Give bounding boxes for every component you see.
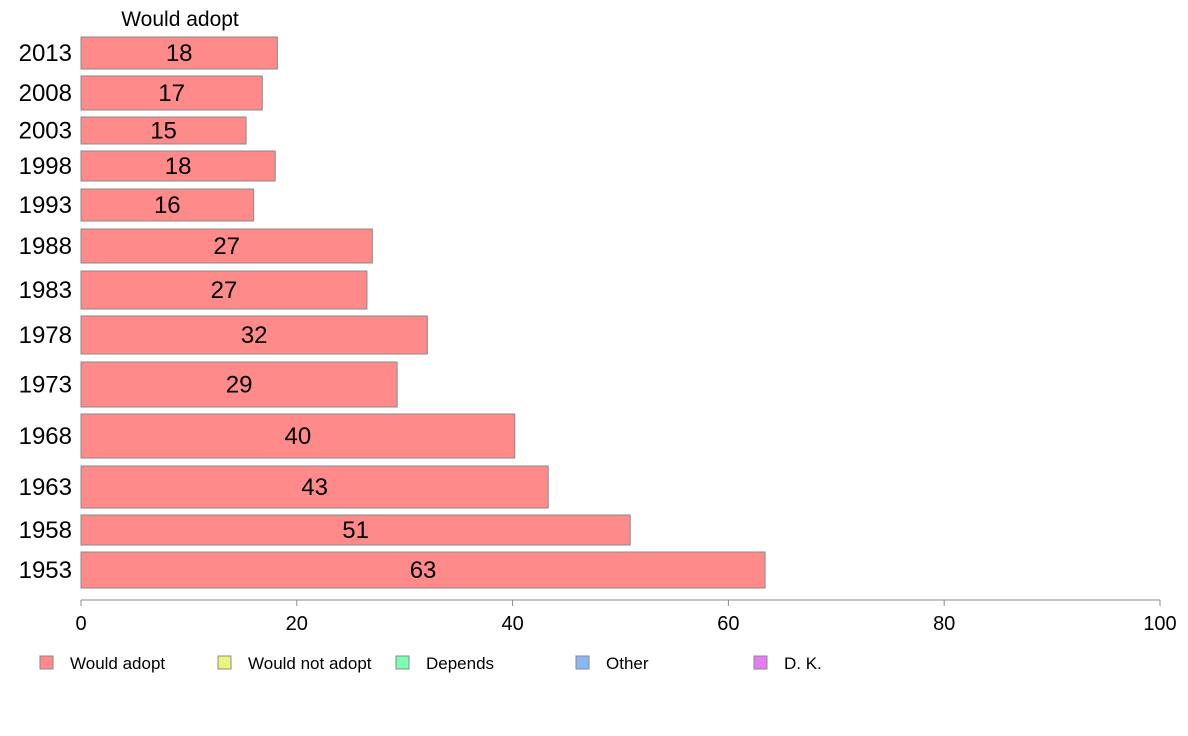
y-tick-label-2008: 2008: [19, 80, 72, 107]
x-tick-label-20: 20: [286, 613, 308, 635]
legend-swatch-0: [39, 655, 54, 670]
value-label-1963: 43: [301, 474, 328, 501]
legend-swatch-4: [753, 655, 768, 670]
y-tick-label-1953: 1953: [19, 557, 72, 584]
x-tick-label-100: 100: [1143, 613, 1176, 635]
value-label-1953: 63: [410, 557, 437, 584]
bar-2013: [80, 36, 278, 70]
legend: Would adopt Would not adopt Depends Other D.…: [39, 654, 822, 673]
value-label-2003: 15: [150, 118, 177, 145]
y-tick-label-1973: 1973: [19, 372, 72, 399]
value-label-1973: 29: [226, 372, 253, 399]
bar-2003: [80, 116, 247, 145]
x-axis-ticks: 0 20 40 60 80 100: [75, 600, 1177, 635]
y-tick-label-1968: 1968: [19, 423, 72, 450]
legend-swatch-1: [217, 655, 232, 670]
bar-1973: [80, 361, 398, 408]
y-tick-label-2003: 2003: [19, 118, 72, 145]
value-label-1978: 32: [241, 322, 268, 349]
bar-1958: [80, 514, 631, 546]
series-title: Would adopt: [121, 8, 239, 31]
x-tick-label-0: 0: [75, 613, 86, 635]
value-label-1988: 27: [213, 233, 240, 260]
bar-1993: [80, 188, 255, 222]
value-label-1993: 16: [154, 192, 181, 219]
value-label-2013: 18: [166, 40, 193, 67]
bar-1968: [80, 413, 516, 459]
value-label-1958: 51: [342, 517, 369, 544]
bars-group: [80, 36, 766, 589]
x-tick-label-60: 60: [717, 613, 739, 635]
legend-label-0: Would adopt: [70, 654, 165, 673]
value-label-1968: 40: [285, 423, 312, 450]
y-tick-label-1983: 1983: [19, 277, 72, 304]
legend-label-4: D. K.: [784, 654, 822, 673]
y-tick-label-1988: 1988: [19, 233, 72, 260]
x-tick-label-80: 80: [933, 613, 955, 635]
y-tick-label-1958: 1958: [19, 517, 72, 544]
bar-1953: [80, 551, 766, 589]
legend-label-3: Other: [606, 654, 649, 673]
legend-label-1: Would not adopt: [248, 654, 372, 673]
value-label-1998: 18: [165, 153, 192, 180]
bar-1998: [80, 150, 276, 182]
bar-1983: [80, 270, 368, 310]
bar-1978: [80, 315, 428, 355]
year-labels-group: 2013 2008 2003 1998 1993 1988 1983 1978 1973 1968…: [19, 40, 72, 584]
value-label-1983: 27: [211, 277, 238, 304]
bar-1988: [80, 228, 373, 264]
y-tick-label-1993: 1993: [19, 192, 72, 219]
bar-2008: [80, 75, 263, 111]
legend-label-2: Depends: [426, 654, 494, 673]
y-tick-label-1998: 1998: [19, 153, 72, 180]
legend-swatch-3: [575, 655, 590, 670]
x-tick-label-40: 40: [501, 613, 523, 635]
y-tick-label-1963: 1963: [19, 474, 72, 501]
legend-swatch-2: [395, 655, 410, 670]
y-tick-label-2013: 2013: [19, 40, 72, 67]
value-label-2008: 17: [158, 80, 185, 107]
y-tick-label-1978: 1978: [19, 322, 72, 349]
bar-1963: [80, 465, 549, 509]
